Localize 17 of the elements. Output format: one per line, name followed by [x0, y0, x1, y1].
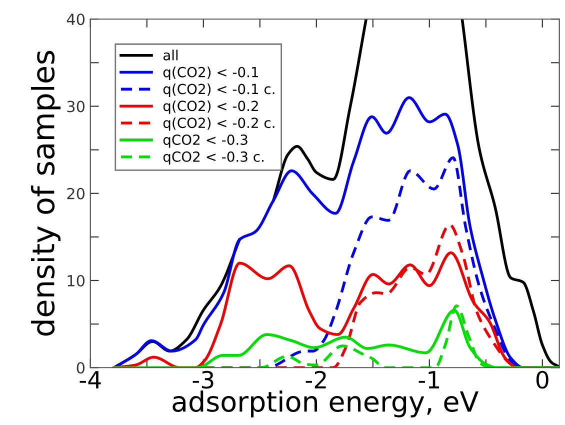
- y-tick-label: 40: [66, 14, 85, 26]
- legend-label: qCO2 < -0.3: [163, 134, 248, 148]
- x-tick-label: 0: [536, 370, 548, 389]
- x-tick-label: -2: [306, 370, 326, 388]
- y-tick-label: 30: [67, 100, 85, 112]
- legend-label: q(CO2) < -0.1 c.: [163, 84, 274, 97]
- x-tick-label: -3: [192, 370, 214, 389]
- y-axis-title: density of samples: [30, 50, 61, 336]
- legend-label: q(CO2) < -0.1: [163, 66, 258, 80]
- x-tick-label: -1: [418, 371, 439, 388]
- y-tick-label: 10: [68, 274, 85, 287]
- legend-label: qCO2 < -0.3 c.: [163, 151, 264, 165]
- y-tick-label: 20: [67, 188, 85, 200]
- legend-label: q(CO2) < -0.2: [163, 100, 258, 114]
- legend-label: q(CO2) < -0.2 c.: [163, 117, 274, 131]
- legend-label: all: [163, 50, 178, 60]
- x-axis-title: adsorption energy, eV: [172, 390, 479, 418]
